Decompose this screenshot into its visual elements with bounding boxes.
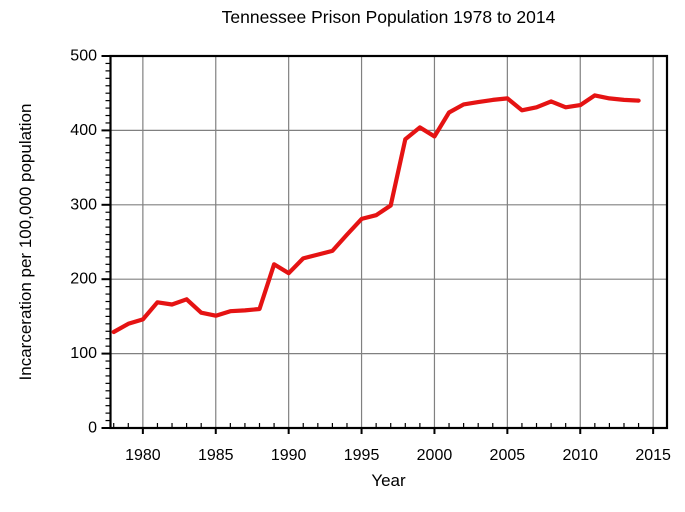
x-tick-label: 2000 (417, 447, 453, 464)
data-line (111, 93, 641, 335)
x-tick-label: 1980 (125, 447, 161, 464)
y-tick-label: 400 (70, 122, 97, 139)
x-tick-label: 1985 (198, 447, 234, 464)
x-tick-label: 2010 (562, 447, 598, 464)
y-tick-label: 500 (70, 48, 97, 65)
y-tick-label: 0 (88, 420, 97, 437)
x-tick-label: 2015 (635, 447, 671, 464)
y-tick-label: 100 (70, 345, 97, 362)
x-tick-label: 1995 (344, 447, 380, 464)
x-tick-label: 1990 (271, 447, 307, 464)
x-tick-label: 2005 (490, 447, 526, 464)
y-tick-label: 300 (70, 196, 97, 213)
y-tick-label: 200 (70, 271, 97, 288)
plot-border (109, 54, 669, 430)
x-axis-label: Year (371, 471, 406, 490)
chart-title: Tennessee Prison Population 1978 to 2014 (221, 7, 556, 27)
